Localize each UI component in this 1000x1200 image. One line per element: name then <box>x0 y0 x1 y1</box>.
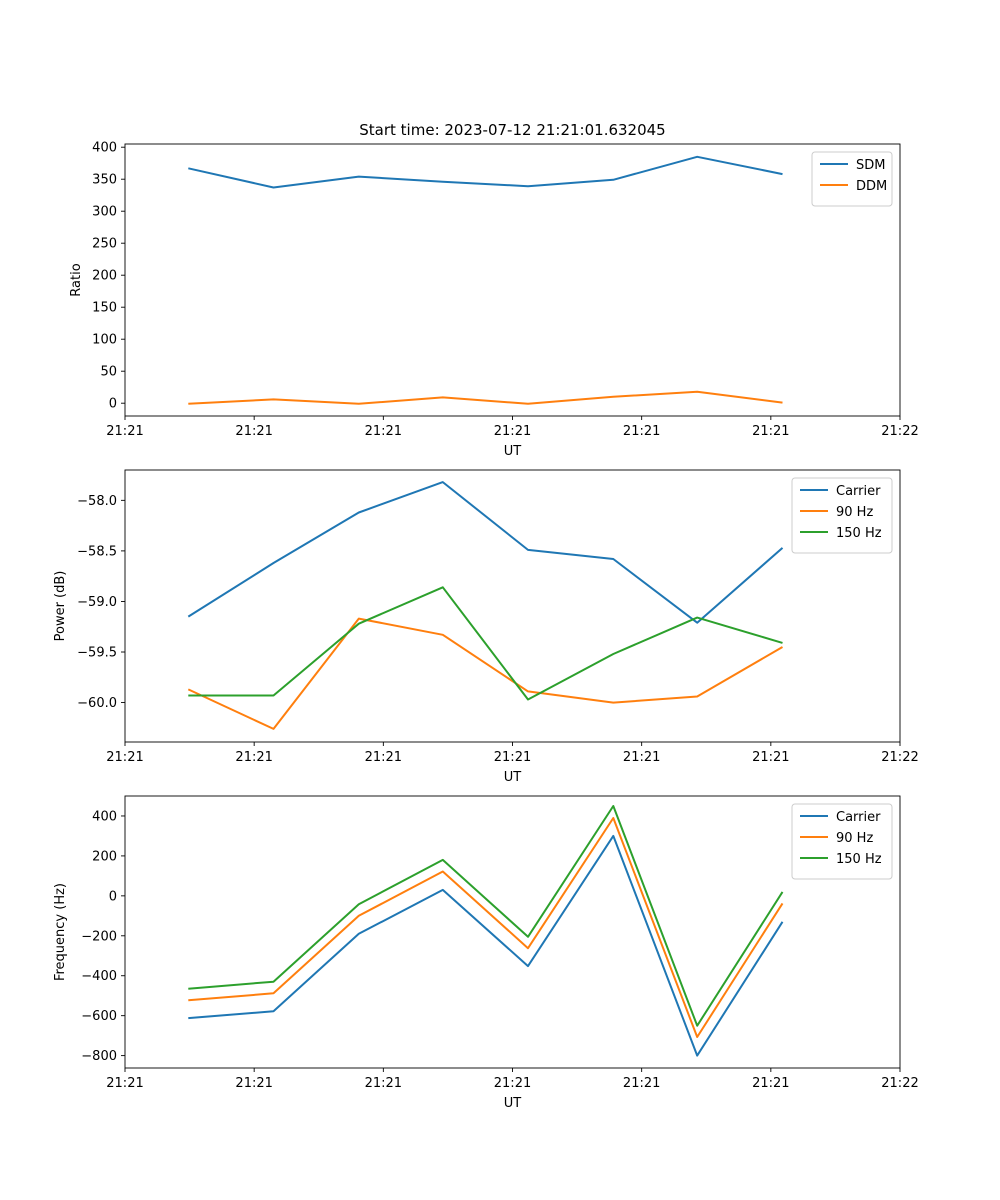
axes-frame <box>124 795 901 1069</box>
y-tick-label: 200 <box>92 849 117 864</box>
chart-panel-2: 21:21 21:21 21:21 21:21 21:21 21:21 21:22 −60.0… <box>53 469 919 785</box>
y-tick-label: 200 <box>92 269 117 284</box>
legend-box <box>791 477 893 554</box>
y-tick-label: −400 <box>81 969 117 984</box>
y-tick-label: 400 <box>92 809 117 824</box>
y-tick-label: 0 <box>109 889 117 904</box>
y-tick-label: −60.0 <box>77 696 117 711</box>
legend-label: Carrier <box>836 484 881 499</box>
chart-title: Start time: 2023-07-12 21:21:01.632045 <box>359 121 665 139</box>
y-axis-label: Ratio <box>69 263 84 296</box>
x-tick-label: 21:22 <box>881 750 918 765</box>
series-line-150-hz <box>188 586 783 701</box>
legend: Carrier 90 Hz 150 Hz <box>791 803 893 880</box>
chart-panel-1: 21:21 21:21 21:21 21:21 21:21 21:21 21:22 0 50 10… <box>69 121 919 459</box>
series-line-carrier <box>188 834 784 1057</box>
x-tick-label: 21:21 <box>494 750 531 765</box>
legend: Carrier 90 Hz 150 Hz <box>791 477 893 554</box>
y-tick-label: 0 <box>109 397 117 412</box>
x-tick-label: 21:21 <box>365 424 402 439</box>
y-tick-label: 350 <box>92 173 117 188</box>
legend-label: 90 Hz <box>836 505 873 520</box>
y-tick-label: −58.0 <box>77 494 117 509</box>
y-tick-label: 150 <box>92 301 117 316</box>
legend-box <box>791 803 893 880</box>
series-line-90-hz <box>187 617 784 730</box>
x-tick-label: 21:21 <box>623 750 660 765</box>
x-tick-label: 21:22 <box>881 1076 918 1091</box>
x-tick-label: 21:21 <box>235 750 272 765</box>
x-tick-label: 21:21 <box>494 424 531 439</box>
series-line-sdm <box>188 155 783 189</box>
y-tick-label: 250 <box>92 237 117 252</box>
y-axis-label: Frequency (Hz) <box>53 883 68 981</box>
y-tick-label: 400 <box>92 141 117 156</box>
legend-label: DDM <box>856 179 887 194</box>
legend-label: SDM <box>856 158 885 173</box>
legend-box <box>811 151 893 207</box>
legend-label: Carrier <box>836 810 881 825</box>
axes-frame <box>124 469 901 743</box>
x-axis-label: UT <box>504 1096 522 1111</box>
x-tick-label: 21:21 <box>752 1076 789 1091</box>
x-tick-label: 21:21 <box>623 1076 660 1091</box>
x-tick-label: 21:21 <box>365 1076 402 1091</box>
x-tick-label: 21:21 <box>494 1076 531 1091</box>
series-line-150-hz <box>188 805 784 1027</box>
y-tick-label: −800 <box>81 1049 117 1064</box>
x-tick-label: 21:21 <box>752 750 789 765</box>
x-tick-label: 21:22 <box>881 424 918 439</box>
chart-panel-3: 21:21 21:21 21:21 21:21 21:21 21:21 21:22 −800 −… <box>53 795 919 1111</box>
legend: SDM DDM <box>811 151 893 207</box>
y-tick-label: −58.5 <box>77 544 117 559</box>
x-axis-label: UT <box>504 444 522 459</box>
y-tick-label: 50 <box>100 365 117 380</box>
x-tick-label: 21:21 <box>235 1076 272 1091</box>
legend-label: 150 Hz <box>836 526 882 541</box>
legend-label: 150 Hz <box>836 852 882 867</box>
y-tick-label: 100 <box>92 333 117 348</box>
y-axis-label: Power (dB) <box>53 571 68 642</box>
y-tick-label: 300 <box>92 205 117 220</box>
x-tick-label: 21:21 <box>235 424 272 439</box>
x-tick-label: 21:21 <box>106 1076 143 1091</box>
y-tick-label: −59.5 <box>77 646 117 661</box>
x-tick-label: 21:21 <box>365 750 402 765</box>
y-tick-label: −59.0 <box>77 595 117 610</box>
legend-label: 90 Hz <box>836 831 873 846</box>
series-line-ddm <box>188 390 783 405</box>
x-tick-label: 21:21 <box>106 424 143 439</box>
series-line-carrier <box>187 481 784 624</box>
x-tick-label: 21:21 <box>752 424 789 439</box>
x-tick-label: 21:21 <box>106 750 143 765</box>
x-tick-label: 21:21 <box>623 424 660 439</box>
x-axis-label: UT <box>504 770 522 785</box>
series-line-90-hz <box>188 817 784 1038</box>
y-tick-label: −600 <box>81 1009 117 1024</box>
y-tick-label: −200 <box>81 929 117 944</box>
